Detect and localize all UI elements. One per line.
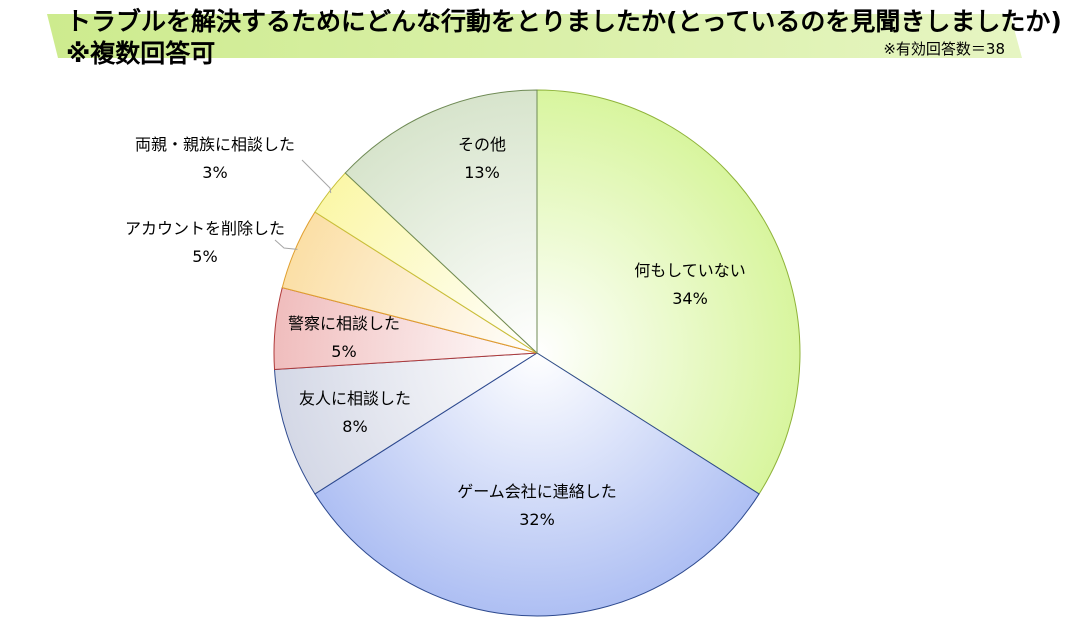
pie	[273, 89, 801, 617]
pie-slice	[314, 352, 760, 617]
response-count-note: ※有効回答数＝38	[883, 40, 1005, 58]
slice-labels: 何もしていない 34% ゲーム会社に連絡した 32% 友人に相談した 8% 警察に相談した 5…	[125, 135, 746, 529]
pie-slice	[273, 352, 538, 495]
pie-slice	[344, 89, 538, 355]
slice-label: その他	[458, 135, 506, 154]
slice-label: 友人に相談した	[299, 389, 411, 408]
leader-lines	[274, 159, 332, 250]
slice-label: ゲーム会社に連絡した	[457, 482, 617, 501]
slice-percent-label: 13%	[464, 163, 500, 182]
slice-percent-label: 34%	[672, 289, 708, 308]
slice-label: 何もしていない	[634, 261, 746, 280]
leader-line	[301, 159, 332, 194]
slice-label: アカウントを削除した	[125, 219, 285, 238]
slice-label: 両親・親族に相談した	[135, 135, 295, 154]
chart-title: トラブルを解決するためにどんな行動をとりましたか(とっているのを見聞きしましたか…	[66, 7, 1062, 36]
chart-subtitle: ※複数回答可	[66, 39, 215, 68]
slice-percent-label: 5%	[331, 342, 356, 361]
slice-percent-label: 32%	[519, 510, 555, 529]
slice-percent-label: 3%	[202, 163, 227, 182]
pie-slice	[536, 89, 801, 495]
title-banner-bg	[47, 14, 1022, 58]
title-banner: トラブルを解決するためにどんな行動をとりましたか(とっているのを見聞きしましたか…	[47, 7, 1062, 68]
slice-percent-label: 8%	[342, 417, 367, 436]
slice-percent-label: 5%	[192, 247, 217, 266]
slice-label: 警察に相談した	[288, 314, 400, 333]
leader-line	[274, 239, 298, 250]
